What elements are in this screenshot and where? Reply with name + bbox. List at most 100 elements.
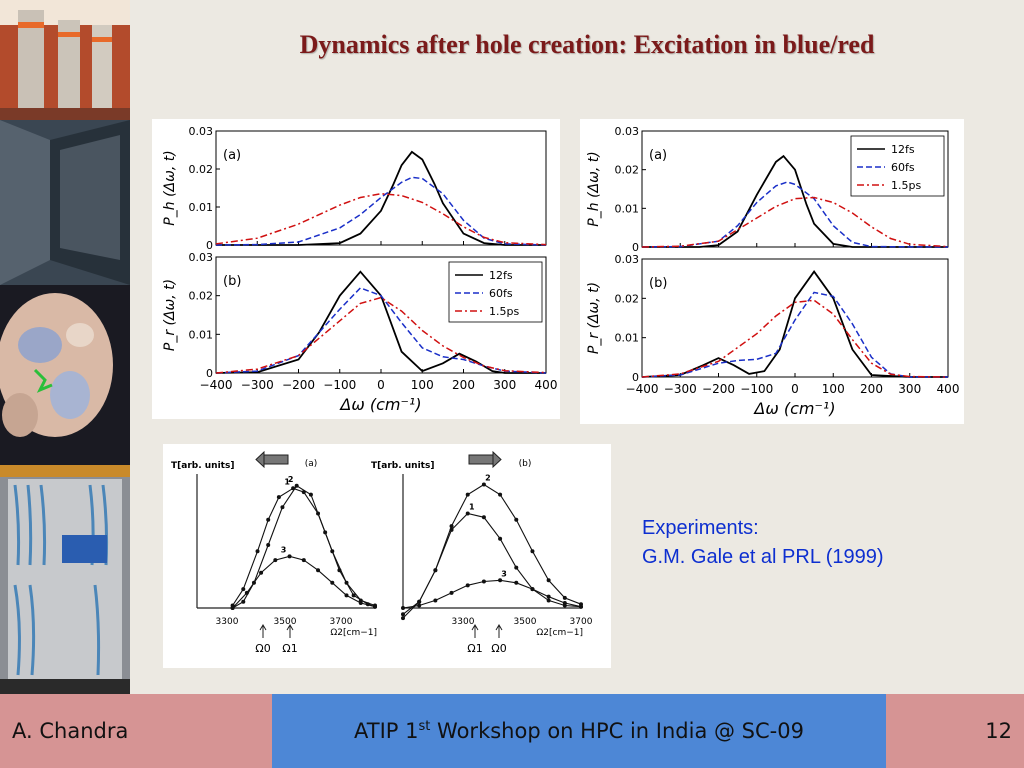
exp-x-tick-label: 3300: [452, 617, 475, 627]
exp-point: [351, 593, 356, 598]
exp-curve-2: [402, 483, 582, 619]
series-line-1.5ps: [215, 296, 547, 374]
experiments-label: Experiments:: [642, 517, 759, 539]
exp-point: [241, 587, 246, 592]
x-tick-label: 300: [493, 378, 516, 392]
y-tick-label: 0: [632, 371, 639, 384]
x-tick-label: −400: [626, 382, 659, 396]
exp-x-tick-label: 3700: [330, 617, 353, 627]
plot-frame: [641, 258, 949, 378]
exp-point: [562, 595, 567, 600]
panel-label: (b): [649, 276, 667, 291]
exp-point: [273, 558, 278, 563]
x-tick-label: 400: [937, 382, 960, 396]
y-tick-label: 0.02: [189, 163, 214, 176]
server-rack-photo: [0, 465, 130, 694]
panel-label: (b): [223, 274, 241, 289]
pump-arrowhead-icon: [492, 450, 502, 469]
x-tick-label: 200: [452, 378, 475, 392]
exp-x-tick-label: 3300: [216, 617, 239, 627]
corridor-photo: [0, 120, 130, 285]
legend-box: [448, 261, 543, 323]
experiments-note: Experiments: G.M. Gale et al PRL (1999): [642, 514, 884, 572]
y-tick-label: 0.03: [189, 125, 214, 138]
y-tick-label: 0.02: [615, 164, 640, 177]
exp-marker-arrowhead: [286, 624, 294, 631]
pump-arrow-icon: [468, 454, 494, 465]
exp-point: [417, 599, 422, 604]
x-tick-label: −300: [241, 378, 274, 392]
slide-title: Dynamics after hole creation: Excitation…: [299, 30, 875, 59]
chart-red-svg: 0 0.01 0.02 0.03 (a) P_h (Δω, t) 12fs 60fs 1.5ps…: [586, 125, 960, 418]
exp-point: [230, 606, 235, 610]
exp-marker-arrowhead: [259, 624, 267, 631]
footer-event-post: Workshop on HPC in India @ SC-09: [430, 719, 804, 743]
exp-x-tick-label: 3700: [570, 617, 593, 627]
exp-curve-1: [402, 512, 582, 615]
exp-point: [530, 549, 535, 554]
legend-box: [850, 135, 945, 197]
footer-event-sup: st: [418, 719, 431, 734]
x-tick-label: 0: [791, 382, 799, 396]
exp-point: [449, 527, 454, 532]
x-axis-label: Δω (cm⁻¹): [752, 399, 835, 418]
exp-point: [514, 580, 519, 585]
exp-point: [241, 599, 246, 604]
y-tick-label: 0.01: [615, 202, 640, 215]
sidebar-photo-strip: [0, 0, 130, 694]
exp-point: [546, 578, 551, 583]
exp-point: [417, 603, 422, 608]
exp-marker-Ω1: Ω1: [282, 642, 297, 655]
exp-point: [358, 600, 363, 605]
series-line-1.5ps: [641, 196, 949, 248]
x-tick-label: 100: [411, 378, 434, 392]
y-axis-label: P_r (Δω, t): [162, 279, 178, 351]
footer-event-box: ATIP 1st Workshop on HPC in India @ SC-0…: [272, 694, 886, 768]
exp-point: [373, 604, 377, 609]
exp-point: [514, 565, 519, 570]
exp-point: [301, 558, 306, 563]
y-tick-label: 0.03: [615, 125, 640, 138]
molecule-photo: [0, 285, 130, 465]
exp-point: [449, 590, 454, 595]
exp-point: [255, 549, 260, 554]
experiments-reference: G.M. Gale et al PRL (1999): [642, 546, 884, 568]
y-tick-label: 0.01: [189, 201, 214, 214]
exp-panel-label: (a): [305, 459, 318, 469]
exp-point: [465, 511, 470, 516]
legend-label-12fs: 12fs: [891, 143, 915, 156]
series-line-12fs: [216, 150, 546, 246]
legend-label-60fs: 60fs: [489, 287, 513, 300]
series-line-1.5ps: [215, 192, 547, 246]
x-tick-label: 300: [898, 382, 921, 396]
x-tick-label: −200: [282, 378, 315, 392]
footer-event: ATIP 1st Workshop on HPC in India @ SC-0…: [354, 719, 804, 743]
legend-label-1.5ps: 1.5ps: [891, 179, 921, 192]
exp-point: [465, 492, 470, 497]
y-tick-label: 0.03: [189, 251, 214, 264]
exp-point: [401, 612, 405, 617]
exp-point: [266, 543, 271, 547]
x-tick-label: −100: [740, 382, 773, 396]
exp-point: [498, 492, 503, 497]
footer-page-box: 12: [886, 694, 1024, 768]
legend-label-1.5ps: 1.5ps: [489, 305, 519, 318]
datacenter-photo: [0, 0, 130, 120]
exp-point: [449, 524, 454, 529]
y-axis-label: P_r (Δω, t): [586, 282, 602, 354]
exp-marker-arrowhead: [495, 624, 503, 631]
exp-point: [579, 604, 583, 609]
chart-experiment: T[arb. units] (a) 3300 3500 3700 Ω2[cm−1] Ω0 Ω1…: [163, 444, 611, 668]
series-line-12fs: [641, 270, 948, 378]
series-line-1.5ps: [641, 299, 949, 378]
exp-point: [294, 483, 299, 488]
legend-label-12fs: 12fs: [489, 269, 513, 282]
panel-label: (a): [223, 148, 241, 163]
footer-author-box: A. Chandra: [0, 694, 272, 768]
exp-y-axis-label: T[arb. units]: [371, 461, 434, 471]
y-tick-label: 0.02: [615, 292, 640, 305]
exp-curve-label-2: 2: [485, 474, 491, 483]
exp-marker-Ω0: Ω0: [491, 642, 506, 655]
x-tick-label: 100: [822, 382, 845, 396]
plot-frame: [215, 130, 547, 246]
